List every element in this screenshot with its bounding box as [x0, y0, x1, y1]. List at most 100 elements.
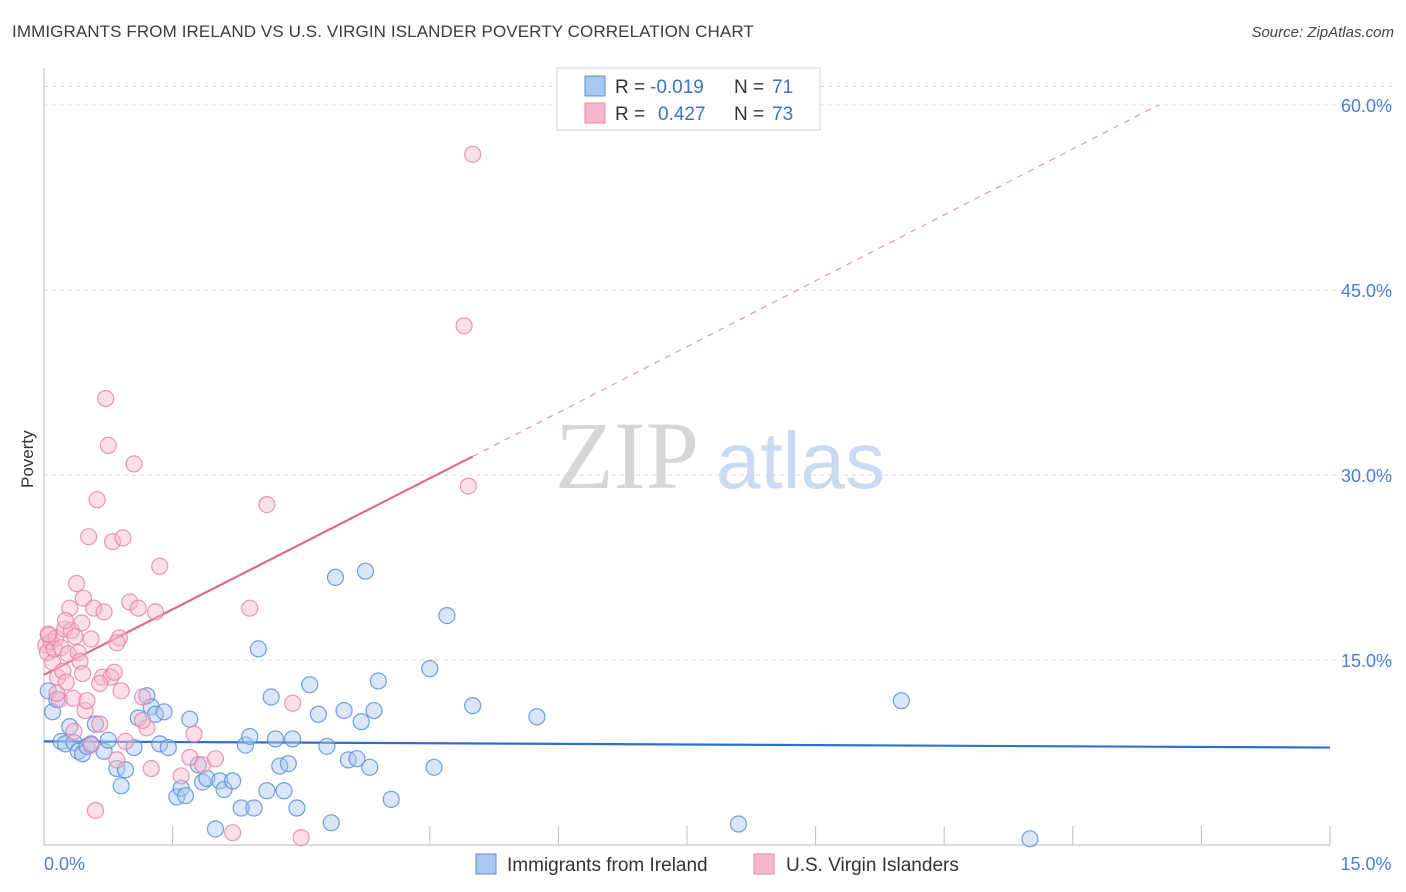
ireland-point — [322, 814, 340, 832]
trend-layer — [43, 104, 1331, 749]
ireland-point — [1021, 830, 1039, 848]
legend-n-label-blue: N = — [734, 77, 764, 98]
virgin-islander-point — [103, 532, 122, 551]
grid-layer — [44, 86, 1392, 661]
ireland-point — [155, 703, 173, 721]
ireland-point — [211, 772, 229, 790]
virgin-islander-point — [133, 711, 152, 730]
ireland-point — [335, 701, 353, 720]
virgin-islander-point — [85, 599, 103, 617]
watermark-atlas: atlas — [716, 416, 885, 505]
y-axis-label: Poverty — [18, 430, 37, 488]
virgin-islander-point — [284, 694, 302, 712]
virgin-islander-point — [114, 529, 132, 547]
ireland-point — [382, 790, 400, 808]
ireland-point — [258, 782, 276, 800]
virgin-islander-point — [82, 630, 100, 648]
ireland-point — [425, 758, 443, 776]
axes-layer: 15.0% 30.0% 45.0% 60.0% 0.0% 15.0% — [43, 68, 1392, 874]
ireland-point — [318, 737, 336, 755]
ireland-point — [348, 750, 366, 768]
ireland-point — [288, 799, 306, 817]
ireland-point — [151, 735, 169, 753]
virgin-islander-point — [292, 828, 310, 847]
virgin-islander-point — [108, 634, 126, 652]
virgin-islander-point — [133, 688, 152, 706]
legend-n-label-pink: N = — [734, 104, 764, 125]
ireland-point — [125, 738, 143, 757]
ireland-point — [86, 715, 105, 733]
virgin-islander-trend-line — [43, 455, 474, 676]
legend-n-value-blue: 71 — [772, 77, 793, 98]
points-layer — [37, 145, 1039, 848]
ireland-point — [361, 758, 379, 776]
y-tick-label: 30.0% — [1341, 466, 1392, 486]
bottom-legend-label-pink[interactable]: U.S. Virgin Islanders — [786, 855, 959, 876]
virgin-islander-point — [125, 455, 143, 473]
ireland-point — [198, 769, 216, 788]
bottom-legend-swatch-pink[interactable] — [753, 853, 775, 875]
ireland-point — [352, 713, 370, 731]
y-tick-label: 15.0% — [1341, 651, 1392, 671]
ireland-point — [339, 751, 357, 769]
virgin-islander-point — [52, 639, 70, 657]
ireland-point — [168, 788, 186, 806]
virgin-islander-point — [64, 689, 82, 707]
ireland-point — [112, 777, 130, 795]
virgin-islander-point — [86, 801, 105, 820]
ireland-point — [108, 759, 126, 778]
ireland-point — [206, 820, 225, 838]
ireland-point — [279, 754, 297, 773]
ireland-point — [356, 562, 375, 580]
virgin-islander-point — [105, 663, 123, 681]
bottom-legend-swatch-blue[interactable] — [475, 853, 497, 875]
series-legend: Immigrants from Ireland U.S. Virgin Isla… — [475, 853, 959, 876]
virgin-islander-point — [172, 767, 190, 785]
ireland-point — [275, 782, 293, 800]
ireland-point — [159, 738, 177, 757]
virgin-islander-point — [258, 496, 276, 514]
ireland-point — [262, 688, 280, 706]
virgin-islander-point — [185, 725, 203, 743]
virgin-islander-point — [206, 750, 225, 768]
ireland-point — [892, 692, 910, 710]
ireland-point — [528, 708, 546, 726]
y-tick-label: 45.0% — [1341, 281, 1392, 301]
virgin-islander-point — [56, 611, 75, 630]
virgin-islander-point — [121, 593, 139, 611]
virgin-islander-point — [464, 145, 482, 163]
virgin-islander-point — [108, 751, 126, 769]
virgin-islander-point — [99, 436, 117, 454]
ireland-point — [464, 697, 482, 715]
virgin-islander-point — [73, 664, 92, 683]
ireland-point — [176, 787, 195, 805]
legend-r-label-pink: R = — [615, 104, 645, 125]
legend-swatch-blue — [584, 75, 606, 97]
ireland-point — [249, 640, 267, 658]
ireland-point — [99, 731, 117, 749]
ireland-point — [421, 660, 439, 678]
ireland-point — [236, 736, 255, 754]
virgin-islander-point — [151, 557, 169, 575]
virgin-islander-point — [224, 824, 242, 842]
virgin-islander-point — [112, 682, 130, 700]
virgin-islander-trend-extension — [472, 104, 1159, 458]
virgin-islander-point — [88, 491, 106, 509]
legend-swatch-pink — [584, 102, 606, 124]
virgin-islander-point — [78, 692, 96, 710]
virgin-islander-point — [455, 317, 473, 335]
virgin-islander-point — [48, 684, 66, 702]
ireland-point — [284, 730, 302, 748]
ireland-point — [245, 799, 263, 817]
ireland-point — [365, 701, 383, 720]
virgin-islander-point — [39, 625, 57, 643]
virgin-islander-point — [110, 629, 129, 647]
virgin-islander-point — [95, 603, 113, 621]
ireland-point — [326, 568, 345, 586]
bottom-legend-label-blue[interactable]: Immigrants from Ireland — [507, 855, 708, 876]
virgin-islander-point — [97, 389, 115, 408]
virgin-islander-point — [57, 673, 75, 691]
virgin-islander-point — [91, 674, 109, 693]
virgin-islander-point — [82, 736, 100, 754]
